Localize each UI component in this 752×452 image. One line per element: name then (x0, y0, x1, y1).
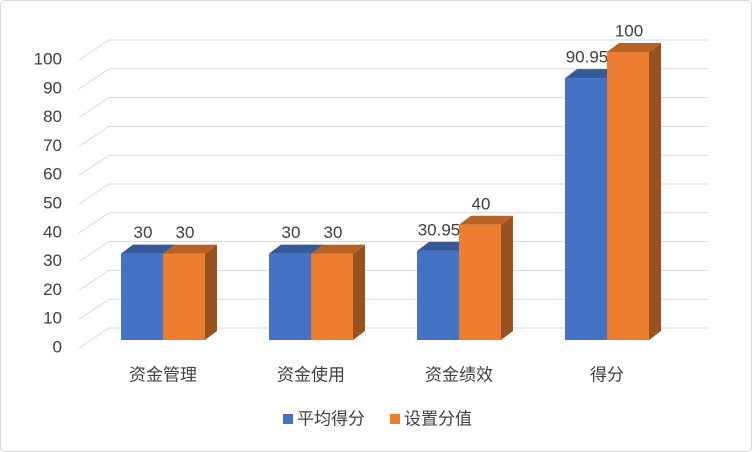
grid-line (78, 154, 708, 176)
y-tick-label: 90 (43, 78, 62, 97)
bar (417, 250, 459, 340)
x-tick-label: 资金管理 (129, 365, 197, 384)
y-tick-label: 20 (43, 280, 62, 299)
bar-top (607, 43, 661, 52)
y-tick-label: 10 (43, 309, 62, 328)
bar-side (205, 244, 217, 340)
bar-side (501, 215, 513, 340)
bar-top (459, 215, 513, 225)
grid-line (78, 183, 708, 205)
value-label: 30 (134, 223, 153, 242)
bar-top (121, 244, 175, 254)
legend-label: 平均得分 (297, 409, 365, 428)
y-tick-label: 0 (53, 337, 62, 356)
value-label: 30 (324, 223, 343, 242)
legend-swatch (283, 414, 293, 424)
bar-top (163, 244, 217, 254)
x-tick-label: 得分 (590, 365, 624, 384)
y-tick-label: 70 (43, 136, 62, 155)
y-tick-label: 80 (43, 107, 62, 126)
bar (459, 224, 501, 340)
y-tick-label: 40 (43, 222, 62, 241)
x-tick-label: 资金使用 (277, 364, 345, 384)
legend-swatch (390, 414, 400, 424)
bar (565, 78, 607, 341)
grid-line (78, 212, 708, 234)
y-tick-label: 50 (43, 193, 62, 212)
bar (607, 52, 649, 340)
bar-top (311, 244, 365, 254)
value-label: 90.95 (566, 48, 609, 67)
legend-label: 设置分值 (404, 409, 472, 428)
grid-line (78, 97, 708, 119)
y-tick-label: 60 (43, 165, 62, 184)
bar (311, 253, 353, 340)
bar-top (565, 69, 619, 79)
value-label: 40 (472, 194, 491, 213)
bar (269, 253, 311, 340)
grid-line (78, 39, 708, 61)
bar-side (649, 43, 661, 340)
bar-top (417, 241, 471, 251)
grid-line (78, 125, 708, 147)
value-label: 100 (615, 21, 643, 40)
bar-side (353, 244, 365, 340)
bar (121, 253, 163, 340)
value-label: 30 (176, 223, 195, 242)
value-label: 30 (282, 223, 301, 242)
value-label: 30.95 (418, 220, 461, 239)
grid-line (78, 68, 708, 90)
x-tick-label: 资金绩效 (425, 365, 493, 384)
y-tick-label: 30 (43, 251, 62, 270)
y-tick-label: 100 (34, 49, 62, 68)
bar (163, 253, 205, 340)
bar-top (269, 244, 323, 254)
